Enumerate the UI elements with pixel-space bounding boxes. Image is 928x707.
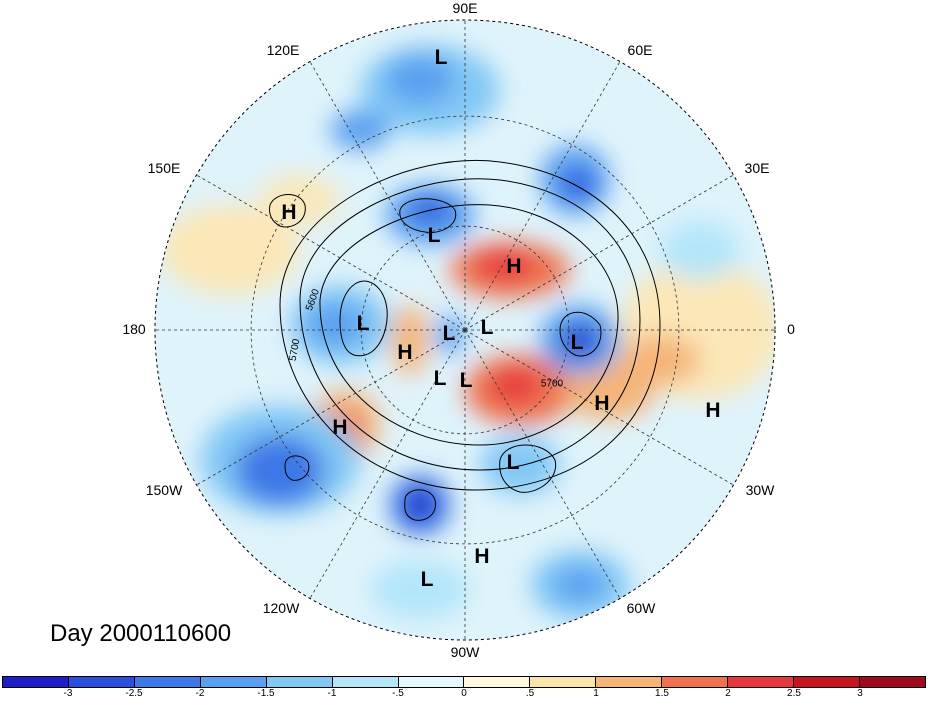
lon-label-30e: 30E [744,160,770,176]
pressure-center-marker: L [459,369,473,392]
lon-label-60w: 60W [626,600,656,616]
graticule [155,20,775,640]
pressure-center-marker: L [506,451,520,474]
colorbar-tick-label: -3 [63,688,73,699]
colorbar-swatch [332,677,399,687]
pressure-center-marker: H [506,255,522,278]
lon-label-120e: 120E [266,42,300,58]
colorbar-swatch [596,677,663,687]
meridian-line [464,329,734,486]
colorbar-swatch [859,677,925,687]
pressure-center-marker: H [332,416,348,439]
lon-label-180: 180 [122,321,146,337]
map-boundary [154,19,776,641]
colorbar-swatch [398,677,465,687]
colorbar-tick-label: 2 [725,688,731,699]
pressure-center-marker: H [705,399,721,422]
pressure-center-marker: H [281,201,297,224]
meridian-line [196,329,466,486]
colorbar-swatch [68,677,135,687]
pressure-center-marker: L [433,367,447,390]
pressure-center-marker: H [474,545,490,568]
colorbar-swatch [3,677,69,687]
meridian-line [464,61,621,331]
pressure-center-marker: L [420,568,434,591]
contour-label: 5700 [540,378,564,390]
colorbar-swatch [728,677,795,687]
meridian-line [464,174,734,331]
colorbar-swatch [794,677,860,687]
colorbar-tick-label: 1 [593,688,599,699]
pressure-center-marker: L [442,322,456,345]
colorbar-tick-label: -1 [327,688,337,699]
colorbar-tick-label: 2.5 [787,688,801,699]
colorbar [2,676,926,688]
height-contours [269,160,661,521]
lon-label-30w: 30W [745,482,775,498]
meridian-line [309,329,466,599]
colorbar-swatch [464,677,531,687]
pressure-center-marker: L [570,331,584,354]
meridian-line [196,174,466,331]
lon-label-0: 0 [787,321,795,337]
meridian-line [309,61,466,331]
latitude-circle [250,115,680,545]
pressure-center-marker: L [434,46,448,69]
colorbar-swatch [200,677,267,687]
pressure-center-marker: L [356,312,370,335]
lon-label-150w: 150W [145,482,183,498]
meridian-line [464,329,621,599]
colorbar-tick-label: -2 [195,688,205,699]
colorbar-tick-label: 0 [461,688,467,699]
colorbar-tick-label: -1.5 [257,688,275,699]
pressure-center-marker: L [480,316,494,339]
anomaly-field [155,20,775,640]
pressure-center-marker: L [427,224,441,247]
colorbar-swatch [266,677,333,687]
lon-label-90w: 90W [450,644,480,660]
pressure-center-marker: H [594,392,610,415]
pressure-center-marker: H [397,341,413,364]
colorbar-tick-label: .5 [525,688,535,699]
colorbar-tick-label: 1.5 [655,688,669,699]
colorbar-tick-label: -.5 [392,688,404,699]
colorbar-swatch [134,677,201,687]
colorbar-swatch [662,677,729,687]
lon-label-90e: 90E [452,0,478,16]
colorbar-swatch [530,677,597,687]
map-title: Day 2000110600 [50,620,232,647]
colorbar-tick-label: -2.5 [125,688,143,699]
latitude-circle [360,225,570,435]
lon-label-150e: 150E [147,160,181,176]
lon-label-120w: 120W [262,600,300,616]
colorbar-tick-label: 3 [857,688,863,699]
anomaly-blobs [160,45,775,620]
lon-label-60e: 60E [627,42,653,58]
